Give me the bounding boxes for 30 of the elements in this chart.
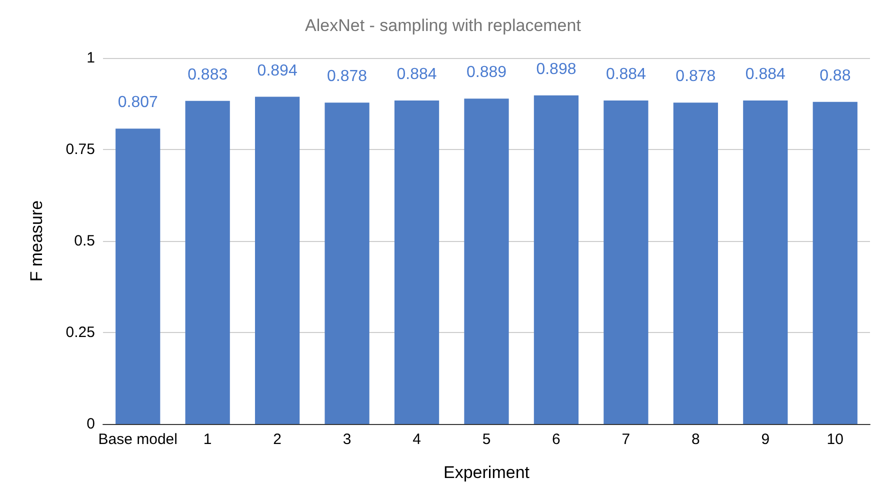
data-label: 0.894 <box>257 62 298 80</box>
data-label: 0.884 <box>396 66 437 83</box>
data-label: 0.807 <box>118 94 158 112</box>
x-tick-label: 4 <box>412 431 421 448</box>
chart-title: AlexNet - sampling with replacement <box>305 16 582 35</box>
y-tick-label: 0.5 <box>74 232 95 250</box>
data-label: 0.884 <box>606 66 646 83</box>
data-label: 0.884 <box>745 66 786 83</box>
x-tick-label: 7 <box>622 431 630 448</box>
data-label: 0.878 <box>676 68 716 86</box>
x-tick-label: 6 <box>552 431 560 448</box>
y-tick-label: 0.75 <box>66 141 95 158</box>
x-axis-title: Experiment <box>444 463 530 482</box>
data-label: 0.878 <box>327 68 368 86</box>
data-label: 0.883 <box>188 66 228 84</box>
x-tick-label: 10 <box>826 431 844 448</box>
x-tick-label: 9 <box>761 431 770 448</box>
x-tick-label: Base model <box>98 431 178 448</box>
data-label: 0.88 <box>820 67 851 84</box>
x-tick-label: 3 <box>342 431 352 448</box>
y-axis-title: F measure <box>27 200 46 282</box>
data-label: 0.898 <box>536 60 576 78</box>
y-tick-label: 0.25 <box>66 324 95 341</box>
y-tick-label: 0 <box>86 416 95 432</box>
data-label: 0.889 <box>466 64 507 82</box>
x-tick-label: 8 <box>692 431 700 448</box>
y-tick-label: 1 <box>86 50 95 66</box>
x-tick-label: 2 <box>273 431 282 448</box>
x-tick-label: 5 <box>482 431 491 448</box>
x-tick-label: 1 <box>203 431 212 448</box>
